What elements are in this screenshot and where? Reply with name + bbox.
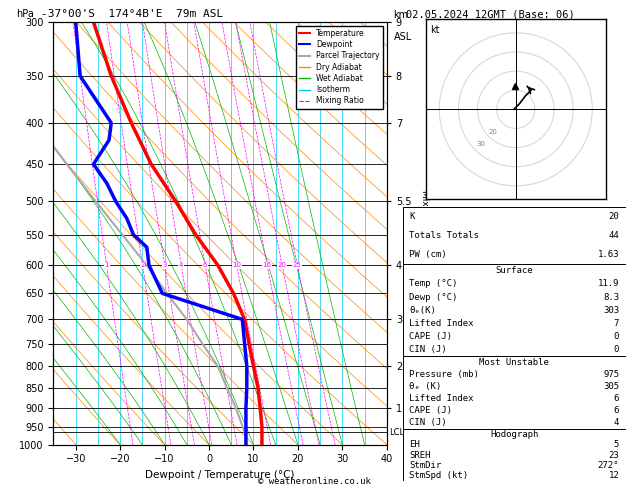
Text: CIN (J): CIN (J) — [409, 345, 447, 354]
Text: Hodograph: Hodograph — [490, 430, 538, 439]
Text: 16: 16 — [263, 262, 272, 268]
Text: CAPE (J): CAPE (J) — [409, 332, 452, 341]
Text: 4: 4 — [179, 262, 184, 268]
Text: 303: 303 — [603, 306, 619, 315]
Text: -37°00'S  174°4B'E  79m ASL: -37°00'S 174°4B'E 79m ASL — [41, 9, 223, 19]
Text: LCL: LCL — [389, 428, 404, 437]
Text: Pressure (mb): Pressure (mb) — [409, 370, 479, 379]
Text: 11.9: 11.9 — [598, 279, 619, 288]
Text: K: K — [409, 212, 415, 221]
Text: 1: 1 — [104, 262, 109, 268]
Bar — [403, 429, 626, 481]
Text: Lifted Index: Lifted Index — [409, 319, 474, 328]
Text: 12: 12 — [608, 471, 619, 481]
Legend: Temperature, Dewpoint, Parcel Trajectory, Dry Adiabat, Wet Adiabat, Isotherm, Mi: Temperature, Dewpoint, Parcel Trajectory… — [296, 26, 383, 108]
Text: 44: 44 — [608, 231, 619, 240]
Text: 20: 20 — [608, 212, 619, 221]
Text: Temp (°C): Temp (°C) — [409, 279, 458, 288]
Text: 7: 7 — [614, 319, 619, 328]
Text: © weatheronline.co.uk: © weatheronline.co.uk — [258, 476, 371, 486]
Text: 0: 0 — [614, 332, 619, 341]
Text: 305: 305 — [603, 382, 619, 391]
X-axis label: Dewpoint / Temperature (°C): Dewpoint / Temperature (°C) — [145, 470, 295, 480]
Text: 6: 6 — [614, 406, 619, 415]
Text: 02.05.2024 12GMT (Base: 06): 02.05.2024 12GMT (Base: 06) — [406, 9, 574, 19]
Text: EH: EH — [409, 440, 420, 449]
Text: 30: 30 — [477, 141, 486, 147]
Text: 23: 23 — [608, 451, 619, 460]
Text: Surface: Surface — [496, 266, 533, 275]
Text: 20: 20 — [488, 129, 497, 135]
Text: 25: 25 — [293, 262, 302, 268]
Text: ASL: ASL — [394, 33, 412, 42]
Bar — [403, 356, 626, 429]
Bar — [403, 207, 626, 264]
Text: 272°: 272° — [598, 461, 619, 470]
Text: Lifted Index: Lifted Index — [409, 394, 474, 403]
Text: km: km — [394, 10, 409, 20]
Text: hPa: hPa — [16, 9, 33, 19]
Text: StmDir: StmDir — [409, 461, 442, 470]
Text: 20: 20 — [277, 262, 287, 268]
Bar — [403, 264, 626, 356]
Text: 0: 0 — [614, 345, 619, 354]
Text: PW (cm): PW (cm) — [409, 250, 447, 259]
Text: 1.63: 1.63 — [598, 250, 619, 259]
Text: 4: 4 — [614, 418, 619, 427]
Text: Mixing Ratio (g/kg): Mixing Ratio (g/kg) — [420, 191, 429, 276]
Text: 6: 6 — [203, 262, 208, 268]
Text: 975: 975 — [603, 370, 619, 379]
Text: kt: kt — [430, 25, 439, 35]
Text: Totals Totals: Totals Totals — [409, 231, 479, 240]
Text: CIN (J): CIN (J) — [409, 418, 447, 427]
Text: 8.3: 8.3 — [603, 293, 619, 302]
Text: 2: 2 — [140, 262, 145, 268]
Text: Dewp (°C): Dewp (°C) — [409, 293, 458, 302]
Text: 6: 6 — [614, 394, 619, 403]
Text: θₑ(K): θₑ(K) — [409, 306, 436, 315]
Text: 5: 5 — [614, 440, 619, 449]
Text: θₑ (K): θₑ (K) — [409, 382, 442, 391]
Text: Most Unstable: Most Unstable — [479, 358, 549, 367]
Text: CAPE (J): CAPE (J) — [409, 406, 452, 415]
Text: 3: 3 — [162, 262, 167, 268]
Text: 10: 10 — [232, 262, 241, 268]
Text: StmSpd (kt): StmSpd (kt) — [409, 471, 469, 481]
Text: SREH: SREH — [409, 451, 431, 460]
